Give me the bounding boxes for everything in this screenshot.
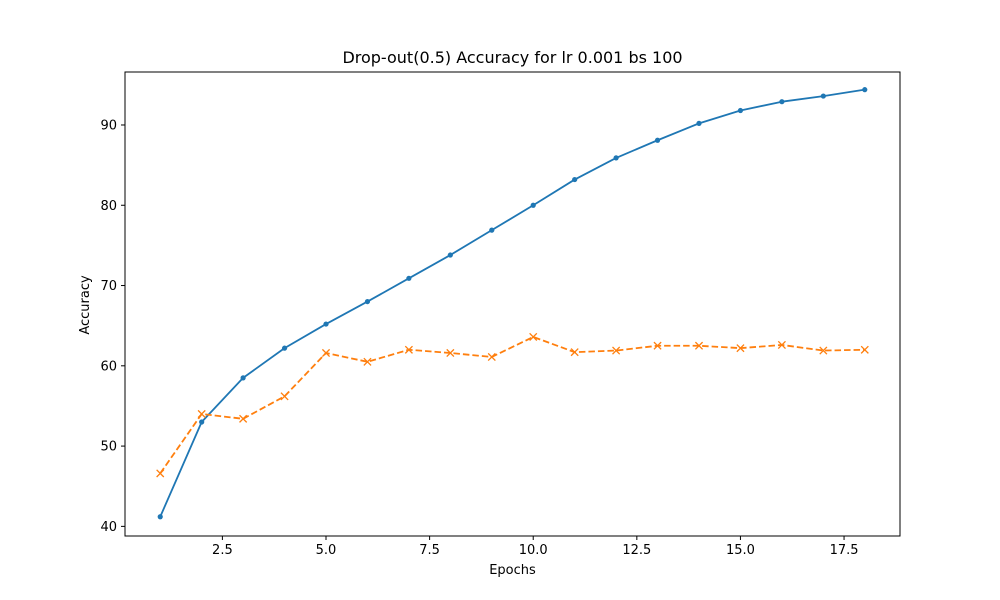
series-2-point — [570, 348, 579, 357]
series-1-point — [240, 375, 246, 381]
series-1-point — [654, 137, 661, 143]
y-axis-label: Accuracy — [78, 275, 93, 335]
y-tick-label: 40 — [100, 520, 117, 535]
series-2-point — [819, 346, 828, 355]
series-1-point — [530, 202, 536, 208]
x-axis-label: Epochs — [489, 563, 536, 578]
y-tick-label: 80 — [100, 199, 117, 214]
series-1-point — [364, 298, 371, 305]
series-2-point — [280, 392, 289, 401]
x-tick-label: 7.5 — [419, 543, 440, 558]
chart-title: Drop-out(0.5) Accuracy for lr 0.001 bs 1… — [342, 48, 682, 67]
y-tick-label: 60 — [100, 359, 117, 374]
series-1-point — [323, 321, 329, 327]
series-2-point — [860, 345, 869, 354]
series-2-point — [653, 341, 662, 350]
series-2-point — [404, 345, 413, 354]
x-tick-label: 17.5 — [830, 543, 859, 558]
series-1-point — [862, 87, 868, 93]
series-2-point — [321, 348, 331, 358]
x-tick-label: 10.0 — [519, 543, 548, 558]
series-2-point — [197, 409, 206, 419]
series-1-point — [199, 419, 205, 425]
series-1-point — [696, 120, 702, 126]
series-1-point — [157, 514, 163, 520]
series-2-point — [446, 348, 455, 358]
series-1-line — [159, 88, 865, 518]
series-1-point — [406, 275, 412, 281]
x-tick-label: 2.5 — [212, 543, 233, 558]
series-1-point — [281, 345, 288, 351]
series-1-point — [737, 107, 744, 114]
series-2-point — [239, 414, 248, 423]
x-tick-label: 12.5 — [622, 543, 651, 558]
series-1-point — [572, 176, 578, 183]
series-2-point — [363, 357, 372, 366]
series-1-point — [447, 252, 453, 258]
plot-frame — [124, 71, 901, 537]
plot-area: 2.5 5.0 7.5 10.0 12.5 15.0 17.5 40 50 60 70 80 90 — [100, 71, 901, 558]
series-2-point — [612, 346, 621, 355]
y-tick-label: 70 — [100, 279, 117, 294]
y-tick-label: 90 — [100, 118, 117, 133]
series-1-point — [489, 227, 495, 233]
series-2-point — [529, 332, 538, 341]
series-1-point — [779, 99, 785, 105]
x-tick-label: 5.0 — [316, 543, 337, 558]
series-1-point — [820, 93, 826, 99]
y-tick-label: 50 — [100, 440, 117, 455]
x-tick-label: 15.0 — [726, 543, 755, 558]
series-2-point — [777, 340, 786, 350]
series-2-point — [487, 352, 496, 362]
series-1-point — [613, 155, 619, 161]
series-2-point — [694, 341, 704, 350]
series-2-line — [159, 336, 865, 474]
series-2-point — [156, 469, 165, 478]
series-2-point — [736, 344, 745, 353]
